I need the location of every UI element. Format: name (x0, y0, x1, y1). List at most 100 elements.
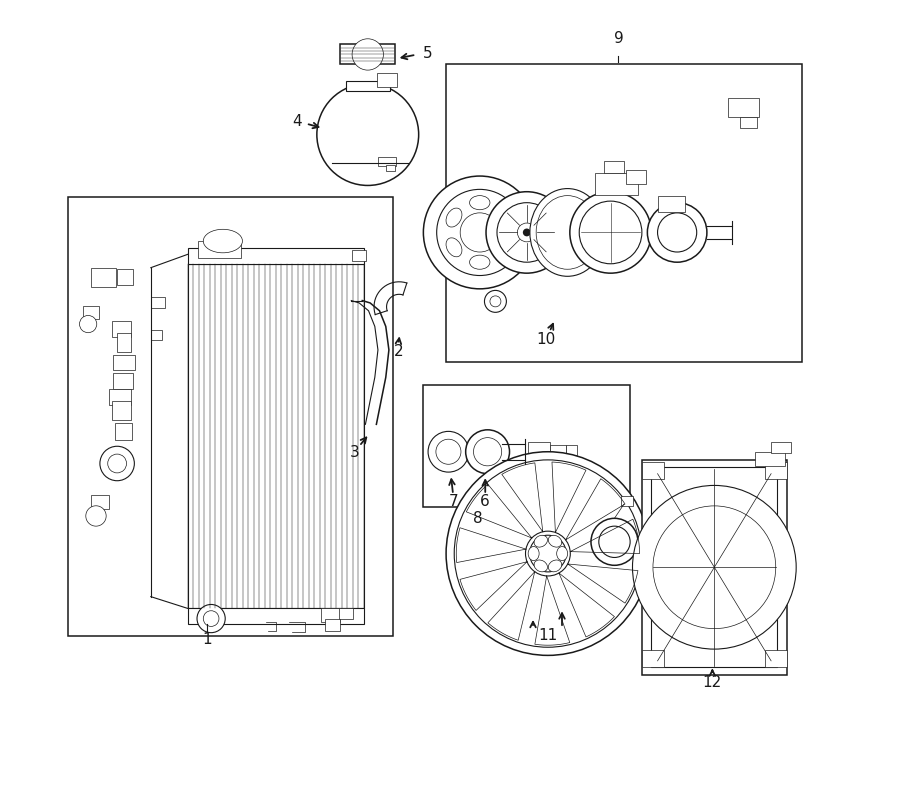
Circle shape (486, 192, 568, 274)
Bar (187, 248, 364, 264)
Bar (151, 330, 162, 340)
Circle shape (535, 540, 561, 567)
Circle shape (490, 296, 501, 307)
Bar (755, 452, 785, 466)
Bar (91, 495, 109, 509)
Bar (187, 264, 364, 608)
Text: 6: 6 (481, 494, 491, 509)
Bar (109, 389, 131, 405)
Ellipse shape (534, 560, 547, 572)
Ellipse shape (470, 196, 490, 210)
Bar (626, 170, 646, 184)
Text: 5: 5 (423, 46, 433, 61)
Bar (112, 321, 131, 336)
Bar (765, 650, 787, 667)
Circle shape (197, 604, 225, 633)
Ellipse shape (446, 238, 462, 257)
Circle shape (317, 83, 418, 185)
Bar (642, 460, 787, 675)
Circle shape (526, 531, 571, 576)
Bar (740, 116, 757, 128)
Bar (117, 332, 131, 352)
Circle shape (465, 430, 509, 474)
Bar (91, 269, 116, 287)
Circle shape (658, 213, 697, 252)
Text: 2: 2 (393, 344, 403, 359)
Ellipse shape (548, 560, 562, 572)
Circle shape (454, 460, 642, 647)
Bar (385, 165, 395, 171)
Bar (595, 173, 638, 195)
Circle shape (100, 446, 134, 481)
Bar (112, 401, 131, 421)
Text: 12: 12 (703, 675, 722, 690)
Ellipse shape (498, 238, 514, 257)
Bar (642, 462, 664, 479)
Bar (771, 443, 791, 454)
Bar (346, 81, 390, 91)
Circle shape (518, 223, 536, 242)
Text: 10: 10 (536, 332, 555, 347)
Circle shape (423, 176, 536, 288)
Ellipse shape (530, 189, 605, 277)
Ellipse shape (470, 255, 490, 270)
Text: 9: 9 (614, 31, 624, 46)
Circle shape (591, 518, 638, 565)
Bar (84, 306, 99, 318)
Bar (187, 608, 364, 624)
Bar (423, 385, 630, 506)
Bar (198, 241, 241, 259)
Circle shape (86, 505, 106, 526)
Ellipse shape (557, 546, 568, 560)
Bar (338, 608, 353, 619)
Ellipse shape (446, 208, 462, 227)
Text: 3: 3 (349, 445, 359, 460)
Bar (115, 423, 132, 440)
Circle shape (203, 611, 219, 626)
Ellipse shape (203, 230, 242, 253)
Bar (604, 161, 624, 173)
Ellipse shape (498, 208, 514, 227)
Bar (642, 650, 664, 667)
Circle shape (633, 486, 796, 649)
Bar (550, 445, 566, 457)
Circle shape (446, 452, 650, 656)
Circle shape (460, 213, 500, 252)
Bar (68, 197, 392, 636)
Bar (728, 97, 760, 117)
Circle shape (473, 438, 501, 466)
Ellipse shape (534, 535, 547, 547)
Bar (340, 44, 395, 64)
Bar (377, 73, 397, 87)
Circle shape (436, 439, 461, 465)
Bar (325, 619, 340, 631)
Circle shape (428, 432, 469, 472)
Circle shape (484, 290, 507, 312)
Bar (113, 355, 135, 369)
Circle shape (79, 315, 97, 332)
Bar (658, 196, 685, 212)
Circle shape (108, 454, 127, 473)
Circle shape (570, 192, 652, 274)
Circle shape (523, 229, 531, 237)
Text: 8: 8 (472, 511, 482, 526)
Circle shape (653, 506, 776, 629)
Bar (446, 64, 803, 362)
Bar (151, 297, 165, 308)
Circle shape (580, 201, 642, 264)
Circle shape (598, 526, 630, 557)
Bar (113, 373, 133, 389)
Bar (320, 608, 340, 622)
Bar (652, 468, 778, 667)
Bar (528, 443, 550, 460)
Bar (621, 497, 634, 505)
Circle shape (647, 203, 707, 263)
Circle shape (436, 189, 523, 276)
Circle shape (497, 203, 556, 263)
Text: 7: 7 (448, 494, 458, 509)
Bar (117, 270, 133, 285)
Text: 11: 11 (538, 628, 557, 643)
Text: 4: 4 (292, 114, 302, 129)
Ellipse shape (548, 535, 562, 547)
Circle shape (352, 39, 383, 70)
